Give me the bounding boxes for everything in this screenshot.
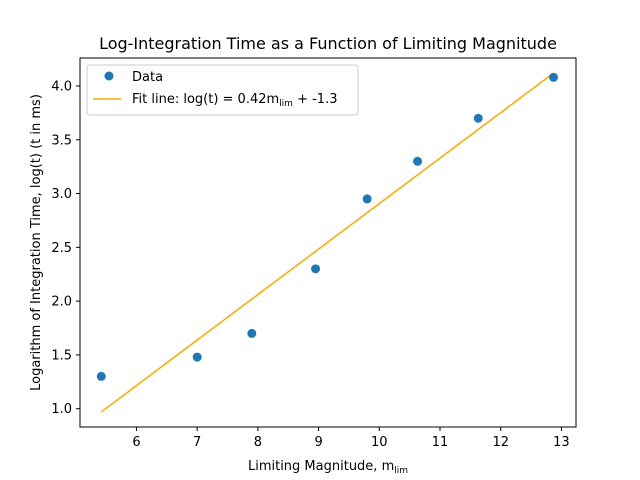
- data-points-layer: [96, 72, 559, 381]
- legend-label-fit: Fit line: log(t) = 0.42mlim + -1.3: [132, 92, 337, 109]
- plot-frame: [79, 57, 577, 428]
- x-tick-label: 7: [193, 435, 201, 450]
- x-tick-label: 11: [432, 435, 449, 450]
- plot-area: [79, 57, 577, 428]
- y-axis-label: Logarithm of Integration Time, log(t) (t…: [29, 94, 44, 391]
- x-tick-label: 8: [254, 435, 262, 450]
- data-point: [362, 194, 372, 204]
- legend-label-data: Data: [132, 70, 163, 85]
- data-point: [247, 328, 257, 338]
- legend-label-fit-subscript: lim: [279, 99, 293, 109]
- y-tick-label: 4.0: [51, 79, 72, 94]
- data-point: [311, 264, 321, 274]
- x-tick-label: 6: [132, 435, 140, 450]
- x-axis: 6 7 8 9 10 11 12 13: [132, 427, 570, 450]
- y-axis: 1.0 1.5 2.0 2.5 3.0 3.5 4.0: [51, 79, 80, 417]
- fit-line: [100, 72, 554, 413]
- x-tick-label: 13: [553, 435, 570, 450]
- fit-line-layer: [100, 72, 554, 413]
- data-point: [549, 72, 559, 82]
- legend-marker-data: [104, 71, 114, 81]
- x-tick-label: 9: [314, 435, 322, 450]
- y-tick-label: 3.5: [51, 133, 72, 148]
- data-point: [413, 156, 423, 166]
- x-tick-label: 12: [492, 435, 509, 450]
- data-point: [96, 371, 106, 381]
- legend-box: [86, 64, 359, 116]
- x-axis-label: Limiting Magnitude, mlim: [248, 459, 408, 476]
- data-point: [192, 352, 202, 362]
- y-tick-label: 2.5: [51, 241, 72, 256]
- chart-title: Log-Integration Time as a Function of Li…: [99, 34, 557, 53]
- y-tick-label: 3.0: [51, 187, 72, 202]
- x-tick-label: 10: [371, 435, 388, 450]
- x-axis-label-subscript: lim: [394, 466, 408, 476]
- y-tick-label: 1.5: [51, 348, 72, 363]
- y-tick-label: 2.0: [51, 295, 72, 310]
- legend: Data Fit line: log(t) = 0.42mlim + -1.3: [86, 64, 359, 116]
- y-tick-label: 1.0: [51, 402, 72, 417]
- data-point: [473, 113, 483, 123]
